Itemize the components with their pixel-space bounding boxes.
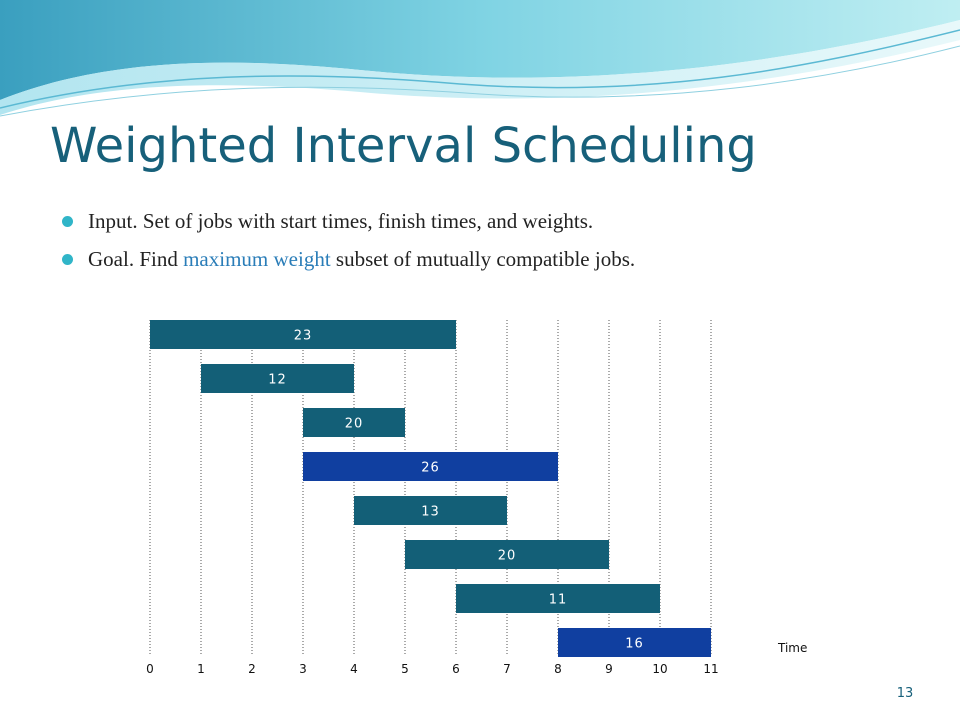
job-bar <box>354 496 507 525</box>
time-tick-label: 6 <box>452 662 460 676</box>
bullet-highlight: maximum weight <box>183 247 331 271</box>
bullet-dot-icon <box>62 216 73 227</box>
slide-title: Weighted Interval Scheduling <box>50 118 757 174</box>
job-bar <box>405 540 609 569</box>
bullet-list: Input. Set of jobs with start times, fin… <box>62 206 635 282</box>
time-tick-label: 0 <box>146 662 154 676</box>
time-tick-label: 7 <box>503 662 511 676</box>
time-tick-label: 11 <box>703 662 718 676</box>
time-axis-label: Time <box>777 641 807 655</box>
job-bar <box>201 364 354 393</box>
bullet-input: Input. Set of jobs with start times, fin… <box>62 206 635 244</box>
time-tick-label: 2 <box>248 662 256 676</box>
job-bar <box>303 452 558 481</box>
time-tick-label: 1 <box>197 662 205 676</box>
time-tick-label: 8 <box>554 662 562 676</box>
job-weight-label: 13 <box>421 505 440 520</box>
job-weight-label: 11 <box>549 593 568 608</box>
time-tick-label: 3 <box>299 662 307 676</box>
job-bar <box>303 408 405 437</box>
job-bar <box>558 628 711 657</box>
job-weight-label: 20 <box>498 549 517 564</box>
bullet-text: Input. Set of jobs with start times, fin… <box>88 209 594 233</box>
job-bar <box>456 584 660 613</box>
bullet-text: Goal. Find <box>88 247 184 271</box>
bullet-goal: Goal. Find maximum weight subset of mutu… <box>62 244 635 282</box>
header-wave-decoration <box>0 0 960 117</box>
time-tick-label: 5 <box>401 662 409 676</box>
time-tick-label: 10 <box>652 662 667 676</box>
bullet-text-end: subset of mutually compatible jobs. <box>330 247 636 271</box>
bullet-dot-icon <box>62 254 73 265</box>
time-tick-label: 4 <box>350 662 358 676</box>
job-weight-label: 12 <box>268 373 287 388</box>
job-weight-label: 23 <box>294 329 313 344</box>
job-weight-label: 26 <box>421 461 440 476</box>
job-bar <box>150 320 456 349</box>
page-number: 13 <box>896 686 914 701</box>
time-tick-label: 9 <box>605 662 613 676</box>
job-weight-label: 20 <box>345 417 364 432</box>
job-weight-label: 16 <box>625 637 644 652</box>
